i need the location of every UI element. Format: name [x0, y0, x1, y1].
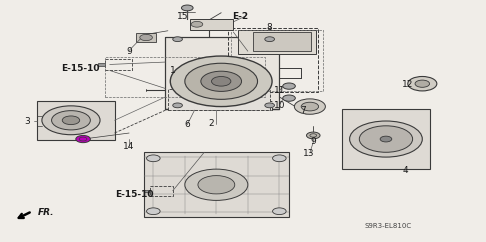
Text: 3: 3: [24, 116, 30, 126]
Text: E-2: E-2: [232, 12, 249, 21]
Circle shape: [273, 155, 286, 162]
Bar: [105, 57, 265, 98]
Circle shape: [265, 37, 275, 42]
Circle shape: [273, 208, 286, 215]
Polygon shape: [98, 63, 105, 66]
Circle shape: [211, 76, 231, 86]
Circle shape: [301, 102, 319, 111]
Text: 11: 11: [274, 86, 285, 95]
Polygon shape: [342, 109, 430, 169]
Circle shape: [170, 56, 272, 106]
Text: 14: 14: [123, 142, 135, 151]
Circle shape: [283, 95, 295, 101]
Text: 9: 9: [126, 47, 132, 56]
Circle shape: [198, 176, 235, 194]
Circle shape: [380, 136, 392, 142]
Circle shape: [359, 126, 413, 152]
Circle shape: [185, 63, 258, 99]
Polygon shape: [253, 32, 311, 51]
Polygon shape: [144, 152, 289, 217]
Polygon shape: [144, 189, 150, 192]
Text: 4: 4: [402, 166, 408, 175]
Bar: [150, 186, 173, 196]
Circle shape: [173, 37, 182, 42]
Circle shape: [408, 76, 437, 91]
Circle shape: [415, 80, 430, 87]
Bar: [231, 30, 323, 91]
Text: 10: 10: [274, 101, 285, 110]
Polygon shape: [190, 19, 233, 30]
Circle shape: [201, 71, 242, 91]
Text: 9: 9: [311, 137, 316, 146]
Text: 6: 6: [184, 120, 190, 129]
Circle shape: [147, 155, 160, 162]
Circle shape: [140, 34, 153, 41]
Polygon shape: [137, 33, 156, 42]
Circle shape: [185, 169, 248, 200]
Text: 13: 13: [303, 149, 314, 158]
Bar: [105, 59, 132, 70]
Text: 1: 1: [170, 66, 175, 75]
Text: 8: 8: [267, 23, 273, 32]
Text: E-15-10: E-15-10: [115, 190, 153, 199]
Text: 2: 2: [208, 119, 214, 128]
Circle shape: [191, 21, 203, 27]
Polygon shape: [238, 30, 316, 54]
Bar: [228, 28, 318, 92]
Circle shape: [265, 103, 275, 108]
Text: 7: 7: [301, 106, 307, 115]
Circle shape: [76, 136, 90, 143]
Circle shape: [173, 103, 182, 108]
Circle shape: [307, 132, 320, 139]
Circle shape: [181, 5, 193, 11]
Text: FR.: FR.: [38, 208, 54, 217]
Circle shape: [42, 106, 100, 135]
Circle shape: [147, 208, 160, 215]
Circle shape: [283, 83, 295, 89]
Circle shape: [52, 111, 90, 130]
Bar: [168, 89, 270, 110]
Circle shape: [295, 99, 326, 114]
Polygon shape: [165, 37, 279, 109]
Circle shape: [349, 121, 422, 157]
Circle shape: [62, 116, 80, 125]
Text: E-15-10: E-15-10: [61, 64, 100, 73]
Bar: [173, 100, 272, 110]
Text: S9R3-EL810C: S9R3-EL810C: [365, 223, 412, 229]
Text: 12: 12: [402, 80, 414, 89]
Text: 15: 15: [177, 12, 188, 21]
Polygon shape: [37, 100, 115, 140]
